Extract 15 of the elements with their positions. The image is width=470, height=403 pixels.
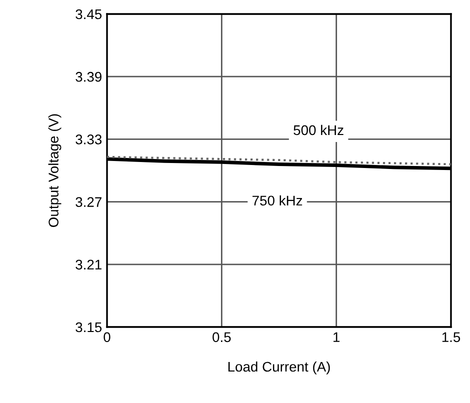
x-tick-label: 1.5 bbox=[442, 332, 460, 342]
line-series bbox=[107, 156, 451, 166]
x-axis-title: Load Current (A) bbox=[228, 361, 330, 374]
y-tick-label: 3.39 bbox=[76, 72, 102, 82]
y-tick-label: 3.21 bbox=[76, 260, 102, 270]
x-tick-label: 0 bbox=[104, 332, 110, 342]
y-axis-title: Output Voltage (V) bbox=[48, 114, 62, 227]
y-tick-label: 3.33 bbox=[76, 134, 102, 144]
x-tick-label: 0.5 bbox=[212, 332, 231, 342]
annotation: 500 kHz bbox=[294, 124, 344, 136]
annotation: 750 kHz bbox=[252, 195, 302, 206]
x-tick-label: 1 bbox=[334, 332, 340, 342]
y-tick-label: 3.27 bbox=[76, 197, 102, 207]
y-tick-label: 3.45 bbox=[76, 9, 102, 20]
y-tick-label: 3.15 bbox=[76, 322, 102, 332]
